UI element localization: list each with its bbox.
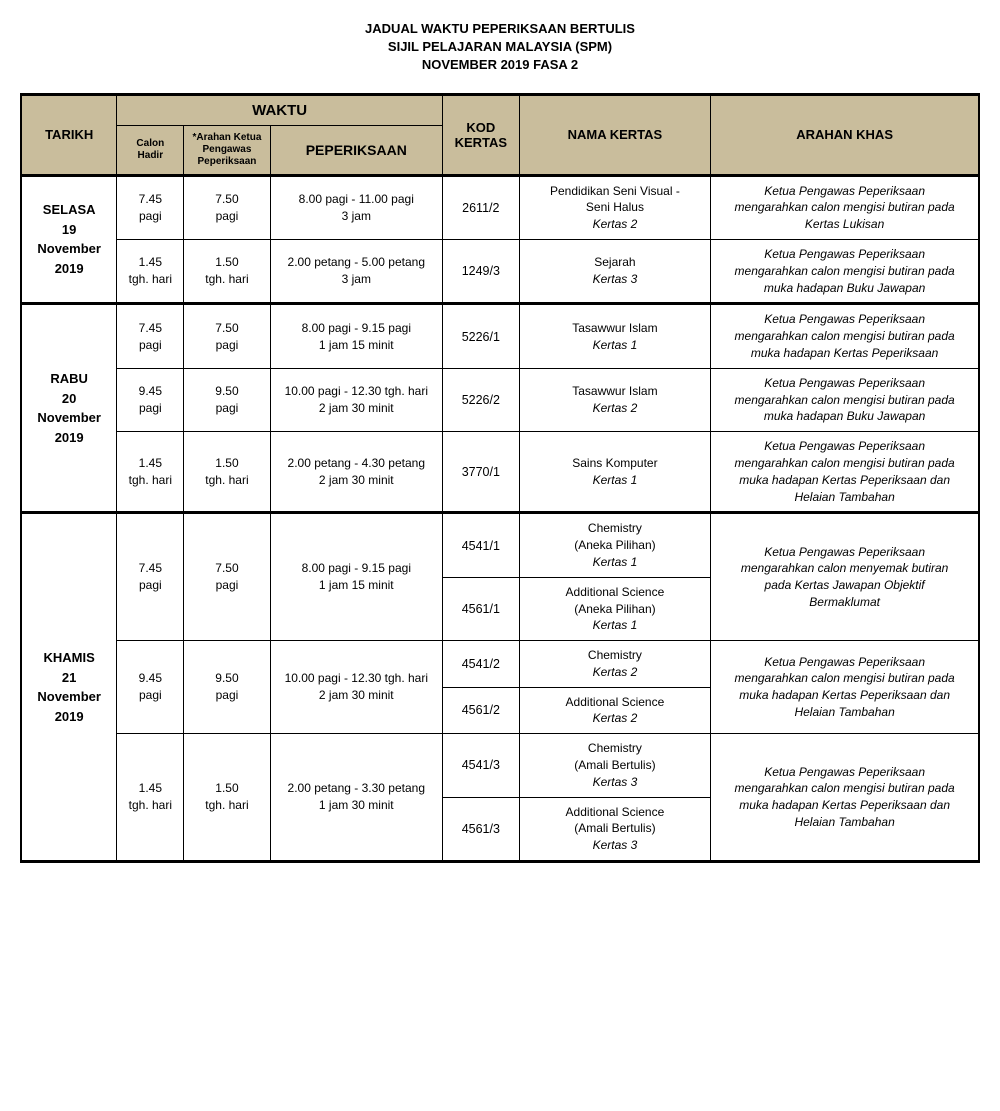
kod-kertas: 4541/1 [443, 513, 520, 577]
peperiksaan-time: 10.00 pagi - 12.30 tgh. hari2 jam 30 min… [270, 641, 442, 734]
calon-hadir: 7.45pagi [117, 304, 184, 368]
table-row: RABU 20 November 2019 7.45pagi 7.50pagi … [21, 304, 979, 368]
arahan-ketua: 1.50tgh. hari [184, 432, 270, 513]
nama-kertas: Additional Science(Aneka Pilihan)Kertas … [519, 577, 711, 640]
kod-kertas: 4541/2 [443, 641, 520, 688]
peperiksaan-time: 2.00 petang - 4.30 petang2 jam 30 minit [270, 432, 442, 513]
arahan-khas: Ketua Pengawas Peperiksaanmengarahkan ca… [711, 513, 979, 641]
calon-hadir: 7.45pagi [117, 175, 184, 239]
col-tarikh: TARIKH [21, 94, 117, 175]
exam-timetable: TARIKH WAKTU KOD KERTAS NAMA KERTAS ARAH… [20, 93, 980, 864]
nama-kertas: SejarahKertas 3 [519, 239, 711, 303]
peperiksaan-time: 8.00 pagi - 11.00 pagi3 jam [270, 175, 442, 239]
peperiksaan-time: 8.00 pagi - 9.15 pagi1 jam 15 minit [270, 513, 442, 641]
arahan-ketua: 1.50tgh. hari [184, 734, 270, 862]
arahan-khas: Ketua Pengawas Peperiksaanmengarahkan ca… [711, 239, 979, 303]
arahan-khas: Ketua Pengawas Peperiksaanmengarahkan ca… [711, 641, 979, 734]
col-waktu: WAKTU [117, 94, 443, 125]
peperiksaan-time: 8.00 pagi - 9.15 pagi1 jam 15 minit [270, 304, 442, 368]
arahan-ketua: 7.50pagi [184, 175, 270, 239]
nama-kertas: Additional Science(Amali Bertulis)Kertas… [519, 797, 711, 861]
peperiksaan-time: 2.00 petang - 3.30 petang1 jam 30 minit [270, 734, 442, 862]
table-row: 1.45tgh. hari 1.50tgh. hari 2.00 petang … [21, 432, 979, 513]
nama-kertas: Tasawwur IslamKertas 2 [519, 368, 711, 431]
col-kod: KOD KERTAS [443, 94, 520, 175]
table-row: KHAMIS 21 November 2019 7.45pagi 7.50pag… [21, 513, 979, 577]
arahan-khas: Ketua Pengawas Peperiksaanmengarahkan ca… [711, 368, 979, 431]
title-line2: SIJIL PELAJARAN MALAYSIA (SPM) [20, 38, 980, 56]
kod-kertas: 4561/3 [443, 797, 520, 861]
arahan-khas: Ketua Pengawas Peperiksaanmengarahkan ca… [711, 432, 979, 513]
calon-hadir: 1.45tgh. hari [117, 734, 184, 862]
col-arahan-khas: ARAHAN KHAS [711, 94, 979, 175]
kod-kertas: 5226/2 [443, 368, 520, 431]
nama-kertas: Chemistry(Amali Bertulis)Kertas 3 [519, 734, 711, 797]
table-row: 1.45tgh. hari 1.50tgh. hari 2.00 petang … [21, 734, 979, 797]
peperiksaan-time: 2.00 petang - 5.00 petang3 jam [270, 239, 442, 303]
table-row: 9.45pagi 9.50pagi 10.00 pagi - 12.30 tgh… [21, 368, 979, 431]
kod-kertas: 2611/2 [443, 175, 520, 239]
arahan-ketua: 7.50pagi [184, 513, 270, 641]
arahan-ketua: 7.50pagi [184, 304, 270, 368]
arahan-khas: Ketua Pengawas Peperiksaanmengarahkan ca… [711, 734, 979, 862]
kod-kertas: 5226/1 [443, 304, 520, 368]
nama-kertas: Tasawwur IslamKertas 1 [519, 304, 711, 368]
kod-kertas: 3770/1 [443, 432, 520, 513]
title-line3: NOVEMBER 2019 FASA 2 [20, 56, 980, 74]
arahan-ketua: 9.50pagi [184, 641, 270, 734]
page-title: JADUAL WAKTU PEPERIKSAAN BERTULIS SIJIL … [20, 20, 980, 75]
calon-hadir: 9.45pagi [117, 368, 184, 431]
title-line1: JADUAL WAKTU PEPERIKSAAN BERTULIS [20, 20, 980, 38]
kod-kertas: 4561/1 [443, 577, 520, 640]
table-row: 9.45pagi 9.50pagi 10.00 pagi - 12.30 tgh… [21, 641, 979, 688]
arahan-khas: Ketua Pengawas Peperiksaanmengarahkan ca… [711, 304, 979, 368]
col-calon-hadir: Calon Hadir [117, 125, 184, 175]
calon-hadir: 7.45pagi [117, 513, 184, 641]
nama-kertas: ChemistryKertas 2 [519, 641, 711, 688]
nama-kertas: Additional ScienceKertas 2 [519, 687, 711, 734]
date-cell: KHAMIS 21 November 2019 [21, 513, 117, 862]
calon-hadir: 9.45pagi [117, 641, 184, 734]
col-nama: NAMA KERTAS [519, 94, 711, 175]
nama-kertas: Sains KomputerKertas 1 [519, 432, 711, 513]
nama-kertas: Chemistry(Aneka Pilihan)Kertas 1 [519, 513, 711, 577]
calon-hadir: 1.45tgh. hari [117, 239, 184, 303]
date-cell: SELASA 19 November 2019 [21, 175, 117, 304]
peperiksaan-time: 10.00 pagi - 12.30 tgh. hari2 jam 30 min… [270, 368, 442, 431]
calon-hadir: 1.45tgh. hari [117, 432, 184, 513]
col-arahan-ketua: *Arahan Ketua Pengawas Peperiksaan [184, 125, 270, 175]
col-peperiksaan: PEPERIKSAAN [270, 125, 442, 175]
kod-kertas: 4561/2 [443, 687, 520, 734]
kod-kertas: 1249/3 [443, 239, 520, 303]
kod-kertas: 4541/3 [443, 734, 520, 797]
date-cell: RABU 20 November 2019 [21, 304, 117, 513]
table-row: SELASA 19 November 2019 7.45pagi 7.50pag… [21, 175, 979, 239]
arahan-ketua: 9.50pagi [184, 368, 270, 431]
arahan-khas: Ketua Pengawas Peperiksaanmengarahkan ca… [711, 175, 979, 239]
table-row: 1.45tgh. hari 1.50tgh. hari 2.00 petang … [21, 239, 979, 303]
arahan-ketua: 1.50tgh. hari [184, 239, 270, 303]
nama-kertas: Pendidikan Seni Visual -Seni HalusKertas… [519, 175, 711, 239]
